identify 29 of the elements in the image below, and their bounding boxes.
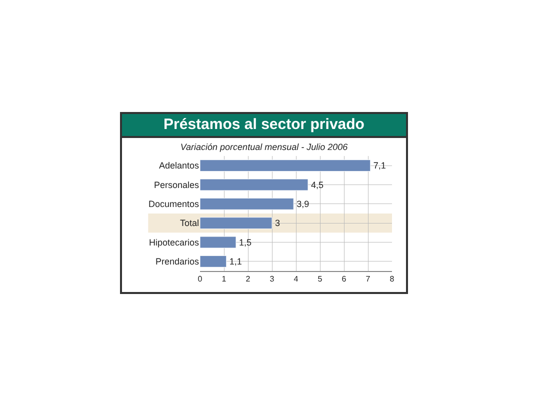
x-tick-label: 8 [390, 274, 395, 284]
x-tick-label: 7 [366, 274, 371, 284]
x-tick-label: 0 [198, 274, 203, 284]
data-label: 3,9 [296, 198, 310, 209]
bar [200, 236, 236, 248]
data-label: 7,1 [373, 160, 386, 171]
x-tick-label: 3 [270, 274, 275, 284]
data-label: 3 [275, 218, 280, 228]
y-tick-label: Hipotecarios [148, 237, 200, 248]
x-tick-label: 5 [318, 274, 323, 284]
y-tick-label: Documentos [148, 199, 200, 210]
data-label: 1,1 [229, 256, 242, 266]
bar [200, 160, 371, 172]
x-tick-label: 6 [342, 274, 347, 284]
bar [200, 255, 227, 268]
bar [200, 178, 308, 191]
data-label: 1,5 [239, 237, 252, 248]
y-tick-label: Prendarios [155, 256, 200, 267]
x-tick-label: 4 [294, 274, 299, 284]
y-tick-label: Adelantos [158, 160, 200, 171]
x-tick-label: 2 [246, 274, 251, 284]
chart-subtitle: Variación porcentual mensual - Julio 2006 [179, 142, 349, 152]
y-tick-label: Personales [154, 180, 200, 190]
data-label: 4,5 [311, 180, 324, 190]
chart-title: Préstamos al sector privado [122, 114, 406, 138]
bar [200, 198, 294, 210]
y-tick-label: Total [180, 218, 199, 228]
bar [200, 217, 272, 230]
x-tick-label: 1 [222, 274, 227, 284]
